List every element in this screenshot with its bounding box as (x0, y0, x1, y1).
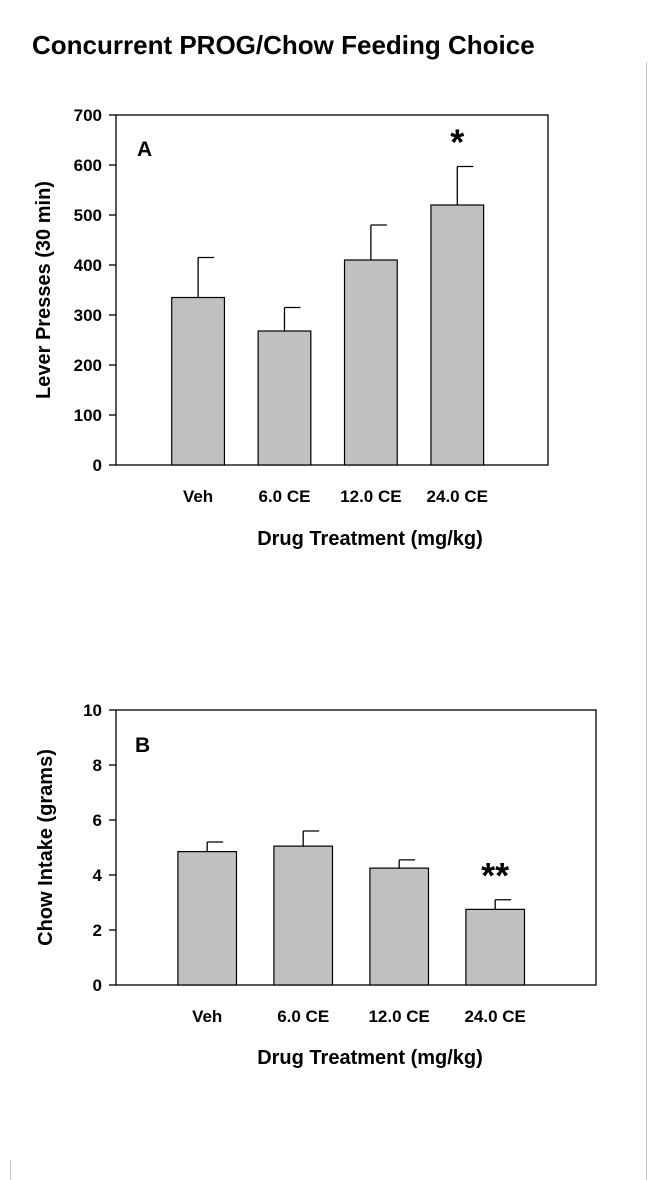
y-tick-label: 0 (93, 456, 102, 475)
y-tick-label: 6 (93, 811, 102, 830)
x-category-label: 24.0 CE (464, 1007, 525, 1026)
y-tick-label: 4 (93, 866, 103, 885)
y-tick-label: 2 (93, 921, 102, 940)
x-category-label: 6.0 CE (277, 1007, 329, 1026)
bar (369, 867, 430, 986)
y-tick-label: 200 (74, 356, 102, 375)
panel-b: 0 2 4 6 8 10 Veh 6.0 CE 12.0 CE 24.0 CE ** B Chow In… (35, 701, 597, 1069)
figure-frame-bottom-left-edge (10, 1160, 11, 1180)
bar (430, 204, 485, 466)
x-category-label: 12.0 CE (340, 487, 401, 506)
y-tick-label: 400 (74, 256, 102, 275)
y-tick-label: 700 (74, 106, 102, 125)
y-tick-label: 600 (74, 156, 102, 175)
significance-marker: * (450, 122, 464, 163)
y-tick-label: 500 (74, 206, 102, 225)
plot-frame (115, 709, 597, 986)
significance-marker: ** (481, 855, 509, 896)
bar (465, 908, 526, 986)
y-tick-label: 8 (93, 756, 102, 775)
bar (177, 851, 238, 986)
y-tick-label: 10 (83, 701, 102, 720)
y-tick-label: 100 (74, 406, 102, 425)
bar (273, 845, 334, 986)
y-axis-label: Lever Presses (30 min) (33, 181, 55, 399)
figure-title: Concurrent PROG/Chow Feeding Choice (32, 30, 535, 60)
figure-frame-right-edge (646, 62, 647, 1180)
bar (257, 330, 312, 466)
x-category-label: 24.0 CE (427, 487, 488, 506)
bar (343, 259, 398, 466)
bar (171, 296, 226, 466)
x-category-label: 6.0 CE (258, 487, 310, 506)
y-axis-label: Chow Intake (grams) (35, 749, 57, 946)
x-axis-label: Drug Treatment (mg/kg) (257, 1047, 483, 1069)
x-category-label: Veh (183, 487, 213, 506)
y-tick-label: 300 (74, 306, 102, 325)
panel-letter: A (137, 138, 152, 161)
y-tick-label: 0 (93, 976, 102, 995)
panel-a: 0 100 200 300 400 500 600 700 Veh 6.0 CE 12.0 CE 24… (33, 106, 549, 550)
x-axis-label: Drug Treatment (mg/kg) (257, 528, 483, 550)
x-category-label: 12.0 CE (368, 1007, 429, 1026)
panel-letter: B (135, 734, 150, 757)
plot-frame (115, 114, 549, 466)
x-category-label: Veh (192, 1007, 222, 1026)
